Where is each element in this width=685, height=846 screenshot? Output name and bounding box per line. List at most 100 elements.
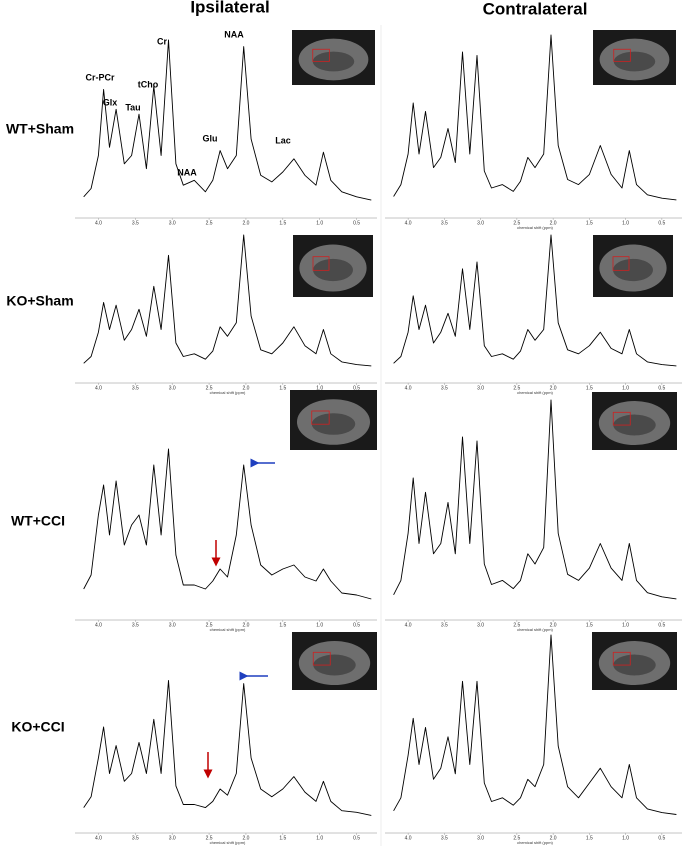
peak-label: Glx <box>103 97 118 107</box>
x-tick-label: 3.5 <box>132 220 139 226</box>
roi <box>613 48 631 62</box>
x-tick-label: 2.0 <box>550 385 557 391</box>
x-tick-label: 0.5 <box>658 622 665 628</box>
x-axis-label: chemical shift (ppm) <box>517 840 553 845</box>
roi <box>612 651 631 666</box>
x-tick-label: 0.5 <box>353 622 360 628</box>
x-tick-label: 1.5 <box>279 622 286 628</box>
peak-label: NAA <box>177 167 197 177</box>
x-tick-label: 3.5 <box>441 835 448 841</box>
roi <box>312 256 330 271</box>
x-tick-label: 0.5 <box>658 835 665 841</box>
x-tick-label: 1.5 <box>279 220 286 226</box>
x-tick-label: 4.0 <box>95 835 102 841</box>
x-tick-label: 1.5 <box>586 835 593 841</box>
brain-inner <box>613 51 656 72</box>
row-label: KO+CCI <box>11 719 64 735</box>
spectrum <box>393 34 677 201</box>
roi <box>312 48 330 62</box>
x-tick-label: 4.0 <box>405 835 412 841</box>
x-tick-label: 2.0 <box>242 220 249 226</box>
x-tick-label: 2.0 <box>550 622 557 628</box>
x-tick-label: 2.5 <box>206 385 213 391</box>
x-tick-label: 3.0 <box>169 835 176 841</box>
x-tick-label: 2.0 <box>550 220 557 226</box>
roi <box>612 411 631 426</box>
x-tick-label: 0.5 <box>353 220 360 226</box>
x-tick-label: 2.0 <box>242 622 249 628</box>
x-tick-label: 3.0 <box>477 220 484 226</box>
x-tick-label: 1.0 <box>622 220 629 226</box>
roi <box>612 256 630 271</box>
x-tick-label: 3.5 <box>132 835 139 841</box>
x-tick-label: 1.5 <box>279 835 286 841</box>
x-tick-label: 2.0 <box>550 835 557 841</box>
peak-label: tCho <box>138 79 159 89</box>
x-tick-label: 4.0 <box>405 385 412 391</box>
column-title: Contralateral <box>483 0 588 18</box>
x-tick-label: 2.5 <box>206 835 213 841</box>
x-axis-label: chemical shift (ppm) <box>517 225 553 230</box>
brain-inner <box>613 654 656 676</box>
x-tick-label: 1.5 <box>586 622 593 628</box>
x-axis-label: chemical shift (ppm) <box>210 627 246 632</box>
x-tick-label: 1.5 <box>279 385 286 391</box>
brain-inner <box>313 258 353 282</box>
x-tick-label: 0.5 <box>353 835 360 841</box>
roi <box>312 651 331 666</box>
x-tick-label: 1.0 <box>622 835 629 841</box>
brain-inner <box>312 51 355 72</box>
x-tick-label: 0.5 <box>658 385 665 391</box>
x-tick-label: 3.5 <box>441 622 448 628</box>
x-tick-label: 2.0 <box>242 835 249 841</box>
x-tick-label: 4.0 <box>405 220 412 226</box>
x-tick-label: 2.0 <box>242 385 249 391</box>
x-tick-label: 1.0 <box>316 385 323 391</box>
x-axis-label: chemical shift (ppm) <box>517 627 553 632</box>
x-tick-label: 4.0 <box>95 220 102 226</box>
x-tick-label: 1.0 <box>316 835 323 841</box>
spectrum <box>393 399 677 600</box>
spectrum <box>393 634 677 815</box>
x-tick-label: 1.5 <box>586 385 593 391</box>
brain-inner <box>613 258 653 282</box>
x-tick-label: 3.0 <box>169 385 176 391</box>
x-tick-label: 3.0 <box>477 835 484 841</box>
row-label: KO+Sham <box>6 293 73 309</box>
x-tick-label: 2.5 <box>513 385 520 391</box>
peak-label: NAA <box>224 29 244 39</box>
x-tick-label: 4.0 <box>405 622 412 628</box>
column-title: Ipsilateral <box>190 0 269 16</box>
x-tick-label: 1.0 <box>316 220 323 226</box>
spectrum <box>83 39 372 201</box>
x-tick-label: 2.5 <box>513 220 520 226</box>
x-axis-label: chemical shift (ppm) <box>210 840 246 845</box>
x-axis-label: chemical shift (ppm) <box>210 390 246 395</box>
peak-label: Cr <box>157 36 167 46</box>
x-tick-label: 1.5 <box>586 220 593 226</box>
x-axis-label: chemical shift (ppm) <box>517 390 553 395</box>
x-tick-label: 1.0 <box>316 622 323 628</box>
x-tick-label: 3.0 <box>169 622 176 628</box>
brain-inner <box>311 413 356 435</box>
spectrum <box>83 448 372 600</box>
x-tick-label: 3.0 <box>477 622 484 628</box>
spectrum <box>83 680 372 816</box>
x-tick-label: 2.5 <box>206 220 213 226</box>
x-tick-label: 0.5 <box>658 220 665 226</box>
x-tick-label: 3.5 <box>132 385 139 391</box>
x-tick-label: 1.0 <box>622 622 629 628</box>
x-tick-label: 2.5 <box>513 835 520 841</box>
x-tick-label: 4.0 <box>95 385 102 391</box>
peak-label: Cr-PCr <box>85 72 115 82</box>
x-tick-label: 3.5 <box>441 220 448 226</box>
peak-label: Tau <box>125 102 140 112</box>
x-tick-label: 2.5 <box>206 622 213 628</box>
x-tick-label: 4.0 <box>95 622 102 628</box>
spectrum <box>393 234 677 367</box>
x-tick-label: 1.0 <box>622 385 629 391</box>
x-tick-label: 3.0 <box>169 220 176 226</box>
x-tick-label: 2.5 <box>513 622 520 628</box>
peak-label: Lac <box>275 135 291 145</box>
